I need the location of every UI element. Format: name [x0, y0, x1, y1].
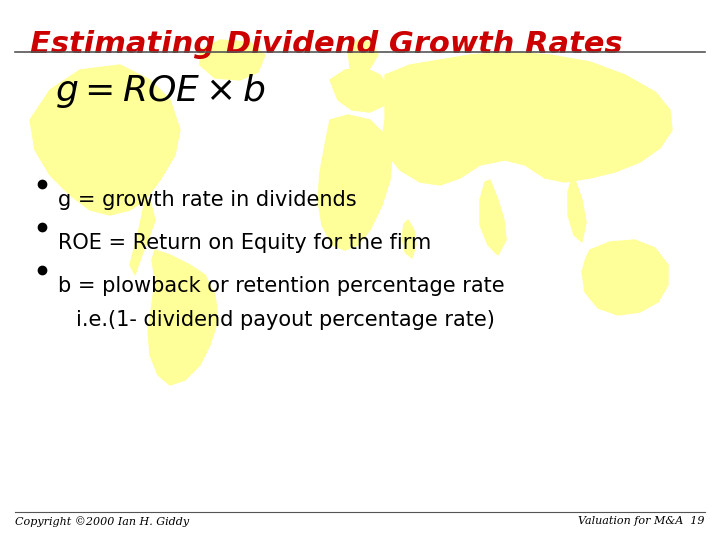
Text: i.e.(1- dividend payout percentage rate): i.e.(1- dividend payout percentage rate)	[76, 310, 495, 330]
Polygon shape	[330, 68, 390, 112]
Polygon shape	[148, 250, 218, 385]
Text: b = plowback or retention percentage rate: b = plowback or retention percentage rat…	[58, 276, 505, 296]
Polygon shape	[402, 220, 416, 258]
Polygon shape	[318, 115, 392, 250]
Polygon shape	[382, 52, 672, 185]
Text: ROE = Return on Equity for the firm: ROE = Return on Equity for the firm	[58, 233, 431, 253]
Polygon shape	[643, 90, 665, 118]
Text: Copyright ©2000 Ian H. Giddy: Copyright ©2000 Ian H. Giddy	[15, 516, 189, 527]
Polygon shape	[200, 40, 265, 80]
Polygon shape	[348, 40, 378, 72]
Text: g = growth rate in dividends: g = growth rate in dividends	[58, 190, 356, 210]
Polygon shape	[582, 240, 668, 315]
Text: Estimating Dividend Growth Rates: Estimating Dividend Growth Rates	[30, 30, 623, 59]
Polygon shape	[568, 178, 586, 242]
Text: $g = ROE \times b$: $g = ROE \times b$	[55, 72, 266, 110]
Polygon shape	[480, 180, 506, 255]
Polygon shape	[130, 200, 155, 275]
Text: Valuation for M&A  19: Valuation for M&A 19	[578, 516, 705, 526]
Polygon shape	[30, 65, 180, 215]
